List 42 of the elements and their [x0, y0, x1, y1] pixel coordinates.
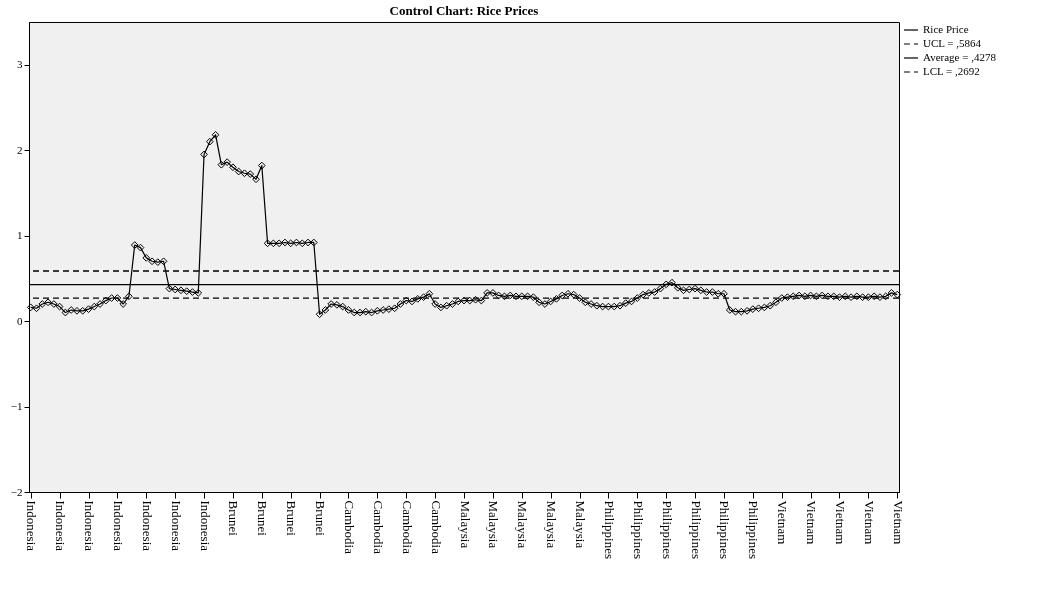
x-tick-label: Indonesia [139, 500, 155, 552]
x-tick-label: Indonesia [24, 500, 40, 552]
legend-label: LCL = ,2692 [923, 65, 980, 77]
x-tick-label: Philippines [601, 500, 617, 560]
y-tick-label: 3 [17, 58, 23, 71]
chart-title: Control Chart: Rice Prices [389, 3, 539, 18]
y-tick-label: 2 [17, 143, 23, 156]
y-tick-label: 1 [17, 229, 23, 242]
x-tick-label: Philippines [659, 500, 675, 560]
legend-label: Rice Price [923, 23, 969, 35]
x-tick-label: Indonesia [168, 500, 184, 552]
x-tick-label: Philippines [717, 500, 733, 560]
x-tick-label: Indonesia [197, 500, 213, 552]
x-tick-label: Indonesia [82, 500, 97, 552]
x-tick-label: Malaysia [515, 500, 531, 549]
x-tick-label: Vietnam [804, 500, 820, 545]
x-tick-label: Vietnam [833, 500, 848, 545]
legend-label: Average = ,4278 [923, 51, 997, 63]
x-tick-label: Vietnam [890, 500, 906, 545]
x-tick-label: Brunei [255, 500, 271, 537]
x-tick-label: Brunei [226, 500, 242, 537]
legend-label: UCL = ,5864 [923, 37, 982, 49]
y-tick-label: −2 [10, 485, 23, 498]
x-tick-label: Vietnam [861, 500, 877, 545]
x-tick-label: Indonesia [53, 500, 69, 552]
x-tick-label: Indonesia [110, 500, 126, 552]
x-tick-label: Philippines [630, 500, 646, 560]
x-tick-label: Cambodia [399, 500, 415, 555]
x-tick-label: Philippines [688, 500, 704, 560]
y-tick-label: −1 [10, 400, 23, 413]
x-tick-label: Philippines [746, 500, 762, 560]
x-tick-label: Cambodia [428, 500, 444, 555]
x-tick-label: Malaysia [544, 500, 560, 549]
x-tick-label: Malaysia [573, 500, 589, 549]
y-tick-label: 0 [17, 314, 23, 327]
x-tick-label: Cambodia [370, 500, 386, 555]
x-tick-label: Brunei [284, 500, 300, 537]
x-tick-label: Brunei [313, 500, 329, 537]
x-tick-label: Malaysia [457, 500, 473, 549]
x-tick-label: Cambodia [341, 500, 357, 555]
x-tick-label: Vietnam [775, 500, 791, 545]
x-tick-label: Malaysia [486, 500, 502, 549]
